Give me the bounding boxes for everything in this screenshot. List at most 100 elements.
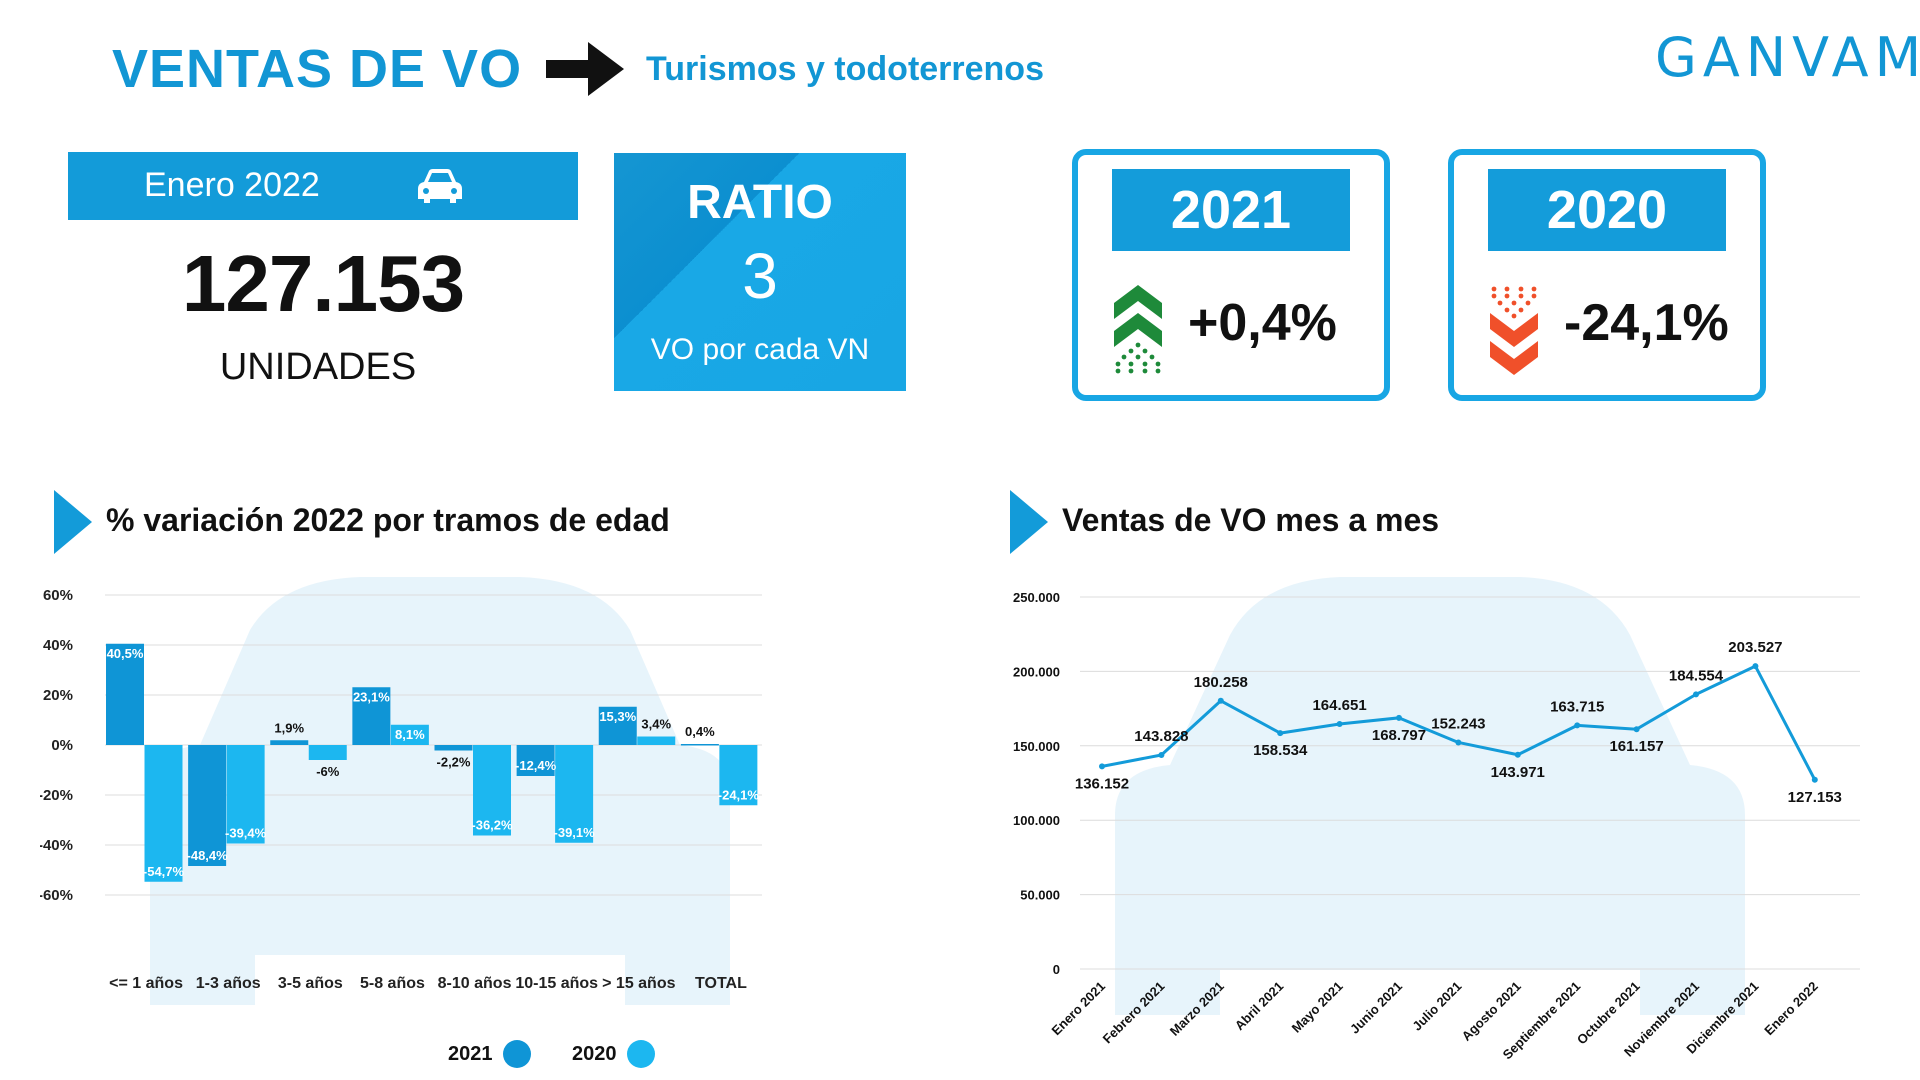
sales-value-label: 203.527 bbox=[1728, 639, 1782, 656]
bar-2021 bbox=[106, 643, 144, 745]
y-tick-label: 250.000 bbox=[1013, 590, 1060, 605]
month-label: Enero 2022 bbox=[144, 166, 320, 204]
x-month-label: Mayo 2021 bbox=[1289, 979, 1346, 1036]
x-category-label: TOTAL bbox=[695, 975, 747, 992]
comparison-change: -24,1% bbox=[1564, 294, 1729, 352]
bar-2020 bbox=[226, 745, 265, 844]
y-tick-label: 0% bbox=[51, 737, 73, 754]
sales-value-label: 168.797 bbox=[1372, 727, 1426, 744]
y-tick-label: 50.000 bbox=[1020, 888, 1060, 903]
bar-value-label: 3,4% bbox=[641, 717, 671, 732]
bar-2020 bbox=[473, 745, 511, 836]
y-tick-label: 100.000 bbox=[1013, 813, 1060, 828]
sales-point bbox=[1633, 726, 1640, 733]
sales-point bbox=[1752, 663, 1759, 670]
x-category-label: 8-10 años bbox=[438, 975, 512, 992]
x-month-label: Julio 2021 bbox=[1409, 979, 1464, 1034]
x-category-label: <= 1 años bbox=[109, 975, 183, 992]
page-subtitle: Turismos y todoterrenos bbox=[646, 50, 1044, 88]
ratio-value: 3 bbox=[742, 240, 778, 312]
bar-value-label: 8,1% bbox=[395, 727, 425, 742]
sales-value-label: 143.971 bbox=[1491, 764, 1545, 781]
x-month-label: Agosto 2021 bbox=[1459, 979, 1524, 1044]
car-icon bbox=[418, 169, 462, 203]
bar-2020 bbox=[637, 736, 676, 745]
down-chevrons-icon bbox=[1490, 286, 1538, 375]
bar-value-label: 23,1% bbox=[353, 689, 390, 704]
y-tick-label: 40% bbox=[43, 637, 73, 654]
sales-value-label: 163.715 bbox=[1550, 698, 1604, 715]
ratio-title: RATIO bbox=[687, 176, 833, 229]
kpi-unit: UNIDADES bbox=[219, 346, 417, 388]
sales-value-label: 158.534 bbox=[1253, 742, 1308, 759]
age-variation-bar-chart: 60% 40% 20% 0% -20% -40% -60% 40,5% -54,7%-48,4… bbox=[40, 577, 762, 1005]
sales-point bbox=[1099, 763, 1105, 770]
x-month-label: Abril 2021 bbox=[1232, 979, 1287, 1034]
y-tick-label: 200.000 bbox=[1013, 664, 1060, 679]
sales-point bbox=[1455, 739, 1462, 746]
sales-point bbox=[1396, 714, 1402, 721]
bar-2020 bbox=[555, 745, 594, 843]
bar-2021 bbox=[680, 744, 719, 746]
sales-value-label: 164.651 bbox=[1312, 697, 1366, 714]
sales-value-label: 152.243 bbox=[1431, 715, 1485, 732]
brand-logo: GANVAM bbox=[1655, 26, 1920, 89]
sales-point bbox=[1693, 691, 1699, 698]
bar-value-label: -39,1% bbox=[554, 825, 596, 840]
bar-value-label: -6% bbox=[316, 764, 340, 779]
x-month-label: Enero 2021 bbox=[1048, 979, 1108, 1039]
sales-point bbox=[1158, 751, 1165, 758]
age-chart-title: % variación 2022 por tramos de edad bbox=[106, 502, 670, 538]
car-watermark bbox=[150, 577, 730, 1005]
bar-2021 bbox=[188, 745, 227, 866]
bar-2021 bbox=[270, 740, 309, 745]
comparison-card-2020: 2020 -24,1% bbox=[1448, 149, 1766, 401]
month-banner: Enero 2022 bbox=[68, 152, 578, 220]
bar-2020 bbox=[719, 745, 758, 806]
y-tick-label: 0 bbox=[1053, 962, 1060, 977]
bar-value-label: 1,9% bbox=[274, 720, 304, 735]
car-watermark bbox=[1115, 577, 1745, 1015]
bar-value-label: 40,5% bbox=[107, 646, 144, 661]
sales-point bbox=[1574, 722, 1581, 729]
section-marker-icon bbox=[1010, 490, 1048, 554]
bar-2020 bbox=[308, 745, 347, 760]
sales-point bbox=[1336, 720, 1343, 727]
section-marker-icon bbox=[54, 490, 92, 554]
x-category-label: > 15 años bbox=[602, 975, 675, 992]
sales-value-label: 136.152 bbox=[1075, 775, 1129, 792]
bar-value-label: -36,2% bbox=[471, 818, 513, 833]
bar-value-label: 0,4% bbox=[685, 724, 715, 739]
bar-value-label: -48,4% bbox=[187, 848, 229, 863]
comparison-year: 2021 bbox=[1112, 169, 1350, 251]
bar-value-label: -24,1% bbox=[718, 787, 760, 802]
bar-value-label: -2,2% bbox=[437, 755, 471, 770]
legend-marker-2020 bbox=[627, 1040, 655, 1068]
sales-point bbox=[1217, 697, 1224, 704]
kpi-value: 127.153 bbox=[181, 239, 465, 328]
x-month-label: Junio 2021 bbox=[1347, 979, 1405, 1037]
sales-value-label: 127.153 bbox=[1788, 789, 1842, 806]
y-tick-label: -60% bbox=[40, 887, 73, 904]
legend-label-2020: 2020 bbox=[572, 1043, 617, 1065]
x-month-label: Enero 2022 bbox=[1761, 979, 1821, 1039]
x-category-label: 10-15 años bbox=[515, 975, 598, 992]
comparison-card-2021: 2021 +0,4% bbox=[1072, 149, 1390, 401]
ratio-subtitle: VO por cada VN bbox=[650, 333, 870, 366]
monthly-sales-line-chart: 250.000 200.000 150.000 100.000 50.000 0 136.… bbox=[1013, 577, 1860, 1062]
right-arrow-icon bbox=[546, 42, 624, 96]
bar-2021 bbox=[352, 687, 391, 745]
up-chevrons-icon bbox=[1114, 285, 1162, 374]
x-category-label: 1-3 años bbox=[196, 975, 261, 992]
bar-2020 bbox=[144, 745, 183, 882]
sales-value-label: 184.554 bbox=[1669, 667, 1724, 684]
sales-point bbox=[1514, 751, 1521, 758]
x-category-label: 3-5 años bbox=[278, 975, 343, 992]
bar-value-label: 15,3% bbox=[599, 709, 636, 724]
bar-2021 bbox=[516, 745, 555, 776]
y-tick-label: -20% bbox=[40, 787, 73, 804]
sales-point bbox=[1277, 730, 1284, 737]
y-tick-label: 60% bbox=[43, 587, 73, 604]
legend-label-2021: 2021 bbox=[448, 1043, 493, 1065]
bar-value-label: -12,4% bbox=[515, 758, 557, 773]
